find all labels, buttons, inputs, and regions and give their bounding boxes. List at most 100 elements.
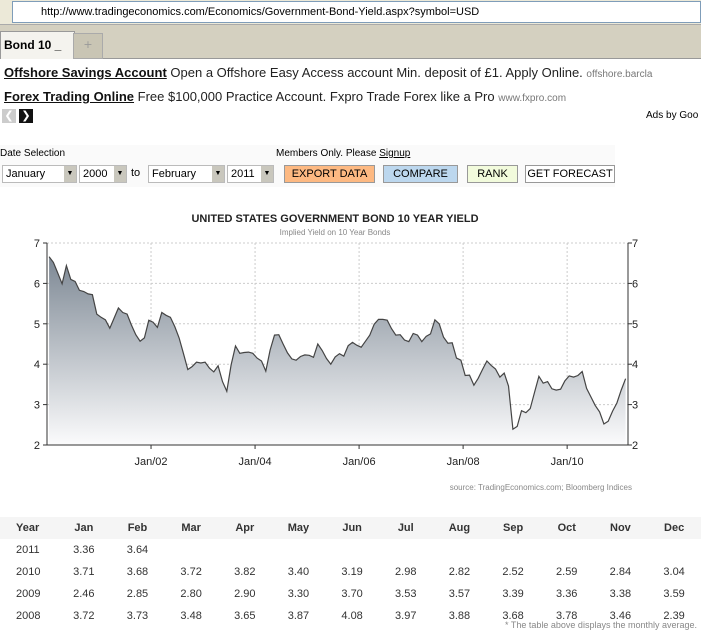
x-tick-label: Jan/08 [447,456,480,468]
y-tick-label-right: 2 [632,440,638,452]
table-cell: 2008 [16,610,41,622]
y-tick-label-right: 7 [632,238,638,250]
table-note: * The table above displays the monthly a… [505,620,697,630]
column-header: Oct [539,517,594,539]
table-cell: 3.70 [341,588,363,600]
next-ad-icon[interactable]: ❯ [19,109,33,123]
chart-subtitle: Implied Yield on 10 Year Bonds [280,228,391,237]
column-header: Jan [57,517,111,539]
table-cell: 3.36 [73,544,95,556]
table-cell: 2.82 [448,566,471,578]
table-cell: 3.64 [126,544,149,556]
url-input[interactable]: http://www.tradingeconomics.com/Economic… [12,1,701,23]
table-row: 2009 2.46 2.85 2.80 2.90 3.30 3.70 3.53 3.57 3.39… [0,583,701,605]
table-cell: 3.72 [73,610,95,622]
chart-title: UNITED STATES GOVERNMENT BOND 10 YEAR YI… [191,213,478,225]
table-cell: 2010 [16,566,41,578]
y-tick-label-right: 6 [632,278,638,290]
column-header: Jul [378,517,433,539]
from-month-select[interactable]: January ▼ [2,165,77,183]
table-cell [218,539,272,561]
table-cell [540,539,594,561]
table-cell: 2.98 [395,566,417,578]
ad-domain: www.fxpro.com [498,93,567,104]
rank-button[interactable]: RANK [467,165,518,183]
table-cell: 2.52 [502,566,524,578]
x-tick-label: Jan/10 [551,456,584,468]
table-cell: 3.38 [609,588,632,600]
table-cell [164,539,218,561]
table-cell: 2.80 [180,588,202,600]
y-tick-label-left: 4 [34,359,40,371]
table-cell: 3.68 [502,610,524,622]
table-cell: 3.88 [448,610,471,622]
table-cell: 3.30 [287,588,310,600]
table-cell: 3.19 [341,566,363,578]
table-cell: 2.59 [556,566,578,578]
chevron-down-icon: ▼ [64,166,76,182]
table-cell [325,539,379,561]
y-tick-label-left: 5 [34,319,40,331]
yield-line [48,256,627,431]
prev-ad-icon[interactable]: ❮ [2,109,16,123]
column-header: Mar [164,517,218,539]
yield-area [49,256,626,445]
table-cell: 3.04 [663,566,685,578]
ad-text: Free $100,000 Practice Account. Fxpro Tr… [137,89,495,104]
y-tick-label-right: 5 [632,319,638,331]
from-year-select[interactable]: 2000 ▼ [79,165,127,183]
address-bar: http://www.tradingeconomics.com/Economic… [0,0,701,25]
chevron-down-icon: ▼ [114,166,126,182]
column-header: Aug [432,517,487,539]
to-label: to [131,167,141,179]
chevron-down-icon: ▼ [261,166,273,182]
table-cell [486,539,540,561]
tab-bar: Bond 10 _ + [0,25,701,59]
export-data-button[interactable]: EXPORT DATA [284,165,375,183]
tab-bond[interactable]: Bond 10 _ [0,31,75,59]
table-cell: 3.71 [73,566,95,578]
y-tick-label-left: 2 [34,440,40,452]
new-tab-button[interactable]: + [73,33,103,59]
table-cell: 2.46 [73,588,95,600]
table-cell: 2.90 [234,588,256,600]
column-header: Dec [647,517,701,539]
column-header: Nov [593,517,648,539]
table-cell: 2.39 [663,610,685,622]
table-cell: 3.48 [180,610,202,622]
x-tick-label: Jan/02 [135,456,168,468]
table-cell: 3.87 [287,610,310,622]
column-header: Jun [325,517,379,539]
table-cell [379,539,433,561]
table-cell: 3.97 [395,610,417,622]
table-cell: 3.73 [126,610,149,622]
compare-button[interactable]: COMPARE [383,165,458,183]
members-label: Members Only. Please Signup [276,148,411,159]
signup-link[interactable]: Signup [379,148,411,159]
column-header: Feb [110,517,165,539]
chart-source: source: TradingEconomics.com; Bloomberg … [450,483,632,492]
table-cell: 3.46 [609,610,632,622]
get-forecast-button[interactable]: GET FORECAST [525,165,615,183]
table-cell [272,539,326,561]
column-header: Sep [486,517,540,539]
table-cell: 3.40 [287,566,310,578]
table-cell: 3.68 [126,566,149,578]
y-tick-label-right: 3 [632,400,638,412]
table-cell: 3.57 [448,588,471,600]
y-tick-label-left: 7 [34,238,40,250]
ad-text: Open a Offshore Easy Access account Min.… [170,65,583,80]
ad-2: Forex Trading Online Free $100,000 Pract… [4,88,701,106]
table-cell [433,539,487,561]
column-header: May [271,517,326,539]
ad-link[interactable]: Offshore Savings Account [4,65,167,80]
y-tick-label-left: 3 [34,400,40,412]
ads-by-google[interactable]: Ads by Goo [646,110,699,121]
to-year-select[interactable]: 2011 ▼ [227,165,274,183]
ad-link[interactable]: Forex Trading Online [4,89,135,104]
table-cell: 2.85 [126,588,149,600]
to-month-select[interactable]: February ▼ [148,165,225,183]
table-cell [594,539,648,561]
table-cell: 3.82 [234,566,256,578]
table-cell: 2009 [16,588,41,600]
